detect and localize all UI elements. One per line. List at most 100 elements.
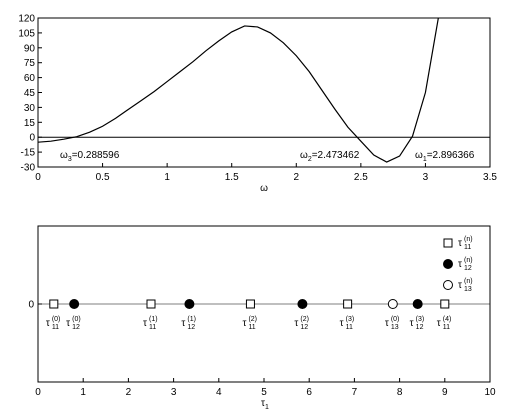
legend-label-sub: 11 (464, 244, 471, 251)
legend-label-symbol: τ (458, 259, 462, 270)
point-label-symbol: τ (437, 318, 441, 329)
point-label-sub: 11 (248, 324, 255, 331)
x-tick-label: 1.5 (225, 172, 239, 183)
marker (49, 299, 59, 309)
x-tick-label: 5 (261, 387, 267, 398)
x-tick-label: 2 (294, 172, 300, 183)
point-label-sub: 11 (149, 324, 156, 331)
subscript: 3 (68, 156, 72, 163)
legend-label-sup: (n) (464, 278, 473, 285)
marker (297, 299, 308, 309)
legend-label-symbol: τ (458, 280, 462, 291)
point-label-symbol: τ (294, 318, 298, 329)
point-label-sup: (4) (443, 316, 452, 323)
point-label-sub: 12 (416, 324, 424, 331)
x-axis-label: τ1 (261, 398, 269, 411)
x-tick-label: 0 (35, 387, 41, 398)
annotation: ω2=2.473462 (300, 150, 360, 163)
x-tick-label: 7 (352, 387, 358, 398)
point-label-sup: (0) (72, 316, 81, 323)
x-tick-label: 2 (126, 387, 132, 398)
y-tick-label: 120 (18, 14, 35, 25)
y-tick-label: 45 (24, 88, 36, 99)
curve (38, 18, 439, 163)
legend-marker (443, 280, 453, 290)
legend-label-sup: (n) (464, 236, 473, 243)
subscript: 1 (423, 156, 427, 163)
y-tick-label: -30 (21, 163, 36, 174)
plot-frame (37, 17, 491, 168)
x-tick-label: 3 (171, 387, 177, 398)
x-tick-label: 8 (397, 387, 403, 398)
point-label-sup: (3) (346, 316, 355, 323)
marker (440, 299, 450, 309)
point-label-sup: (0) (52, 316, 61, 323)
label-text: =2.473462 (312, 150, 360, 161)
y-tick-label: 15 (24, 118, 36, 129)
legend-label-symbol: τ (458, 238, 462, 249)
marker (343, 299, 353, 309)
point-label-symbol: τ (66, 318, 70, 329)
annotation: ω3=0.288596 (60, 150, 120, 163)
x-tick-label: 0.5 (96, 172, 110, 183)
y-tick-label: -15 (21, 148, 36, 159)
point-label-sup: (1) (149, 316, 158, 323)
point-label-sub: 11 (52, 324, 59, 331)
label-text: =0.288596 (72, 150, 120, 161)
legend-label-sub: 12 (464, 265, 472, 272)
y-tick-label: 105 (18, 28, 35, 39)
x-tick-label: 9 (442, 387, 448, 398)
point-label-sub: 11 (443, 324, 450, 331)
legend-marker (443, 259, 453, 269)
label-text: =2.896366 (427, 150, 475, 161)
y-tick-label: 30 (24, 103, 36, 114)
point-label-sub: 12 (300, 324, 308, 331)
point-label-sub: 12 (72, 324, 80, 331)
annotation: ω1=2.896366 (415, 150, 475, 163)
symbol: τ (261, 398, 265, 409)
point-label-symbol: τ (340, 318, 344, 329)
point-label-symbol: τ (385, 318, 389, 329)
y-tick-label: 60 (24, 73, 36, 84)
x-axis-label: ω (260, 183, 268, 194)
point-label-sub: 12 (187, 324, 195, 331)
marker (184, 299, 195, 309)
x-tick-label: 0 (35, 172, 41, 183)
point-label-sup: (1) (187, 316, 196, 323)
point-label-symbol: τ (181, 318, 185, 329)
marker (146, 299, 156, 309)
marker (245, 299, 255, 309)
x-tick-label: 10 (484, 387, 496, 398)
x-tick-label: 1 (80, 387, 86, 398)
point-label-symbol: τ (242, 318, 246, 329)
point-label-symbol: τ (410, 318, 414, 329)
y-tick-label: 0 (29, 133, 35, 144)
point-label-sup: (3) (416, 316, 425, 323)
point-label-sup: (0) (391, 316, 400, 323)
marker (387, 299, 398, 309)
symbol: ω (60, 150, 68, 161)
x-tick-label: 6 (306, 387, 312, 398)
point-label-sup: (2) (248, 316, 257, 323)
marker (69, 299, 80, 309)
y-tick-label: 0 (28, 300, 34, 311)
x-tick-label: 1 (164, 172, 170, 183)
legend-label-sub: 13 (464, 286, 472, 293)
subscript: 1 (265, 404, 269, 411)
y-tick-label: 90 (24, 43, 36, 54)
point-label-sub: 11 (346, 324, 353, 331)
legend-label-sup: (n) (464, 257, 473, 264)
x-tick-label: 2.5 (354, 172, 368, 183)
marker (412, 299, 423, 309)
point-label-sub: 13 (391, 324, 399, 331)
subscript: 2 (308, 156, 312, 163)
point-label-symbol: τ (46, 318, 50, 329)
point-label-symbol: τ (143, 318, 147, 329)
legend-marker (443, 238, 453, 248)
point-label-sup: (2) (300, 316, 309, 323)
x-tick-label: 3 (423, 172, 429, 183)
x-tick-label: 4 (216, 387, 222, 398)
x-tick-label: 3.5 (483, 172, 497, 183)
symbol: ω (415, 150, 423, 161)
